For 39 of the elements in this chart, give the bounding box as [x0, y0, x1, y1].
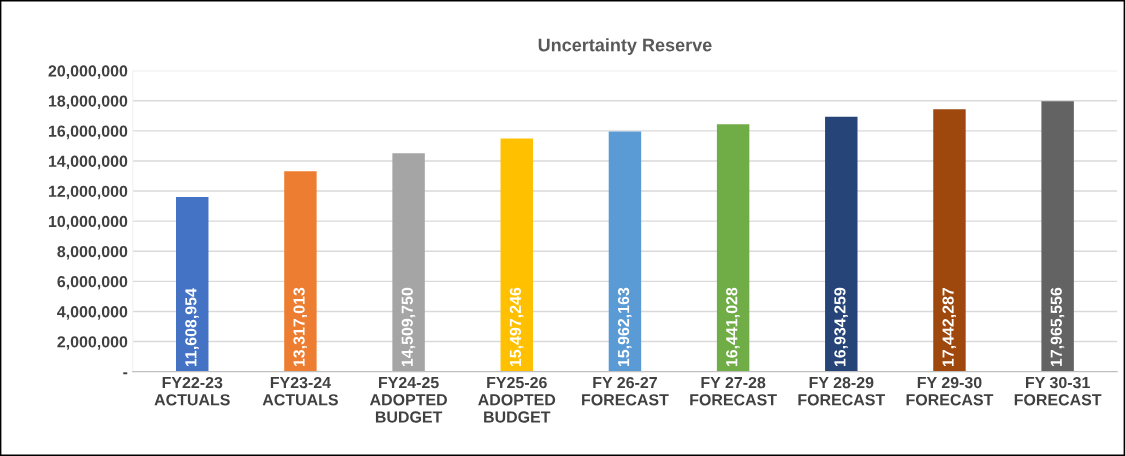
y-tick-label: -: [123, 372, 128, 375]
chart-title: Uncertainty Reserve: [538, 38, 712, 55]
bar: [1041, 101, 1074, 372]
bar: [608, 131, 642, 372]
y-tick-label: 6,000,000: [57, 275, 128, 290]
data-label: 14,509,750: [401, 287, 416, 367]
y-tick-label: 10,000,000: [48, 215, 128, 230]
data-label: 15,962,163: [617, 287, 632, 367]
data-label: 17,442,287: [942, 287, 957, 367]
x-tick-label: FY 29-30 FORECAST: [906, 376, 994, 406]
y-tick-label: 8,000,000: [57, 245, 128, 260]
x-tick-label: FY22-23 ACTUALS: [154, 376, 230, 406]
y-tick-label: 4,000,000: [57, 306, 128, 320]
x-tick-label: FY 26-27 FORECAST: [582, 376, 669, 406]
data-label: 11,608,954: [185, 288, 199, 367]
y-tick-label: 16,000,000: [48, 125, 128, 140]
y-tick-label: 14,000,000: [48, 155, 128, 170]
bar: [500, 138, 533, 372]
x-tick-label: FY24-25 ADOPTED BUDGET: [369, 376, 447, 423]
data-label: 16,934,259: [834, 287, 848, 367]
bar: [284, 171, 317, 372]
x-tick-label: FY25-26 ADOPTED BUDGET: [478, 376, 556, 423]
x-tick-label: FY 30-31 FORECAST: [1014, 376, 1102, 406]
y-tick-label: 20,000,000: [48, 65, 128, 79]
bar: [825, 116, 858, 372]
y-tick-label: 2,000,000: [57, 336, 128, 350]
x-tick-label: FY23-24 ACTUALS: [262, 376, 338, 406]
data-label: 16,441,028: [726, 287, 740, 367]
x-tick-label: FY 27-28 FORECAST: [690, 376, 777, 406]
data-label: 13,317,013: [293, 287, 308, 367]
bar: [716, 124, 750, 372]
data-label: 17,965,556: [1050, 287, 1065, 367]
bar: [392, 153, 425, 372]
data-label: 15,497,246: [509, 287, 524, 367]
y-tick-label: 12,000,000: [48, 185, 128, 200]
y-tick-label: 18,000,000: [48, 95, 128, 110]
bar: [933, 109, 966, 372]
bar: [176, 196, 209, 372]
x-tick-label: FY 28-29 FORECAST: [798, 376, 886, 406]
